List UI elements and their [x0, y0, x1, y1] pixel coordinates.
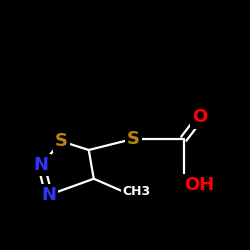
Text: S: S — [55, 132, 68, 150]
Text: N: N — [41, 186, 56, 204]
Text: S: S — [127, 130, 140, 148]
Text: OH: OH — [184, 176, 214, 194]
Text: N: N — [34, 156, 49, 174]
Text: CH3: CH3 — [122, 185, 150, 198]
Text: O: O — [192, 108, 208, 126]
